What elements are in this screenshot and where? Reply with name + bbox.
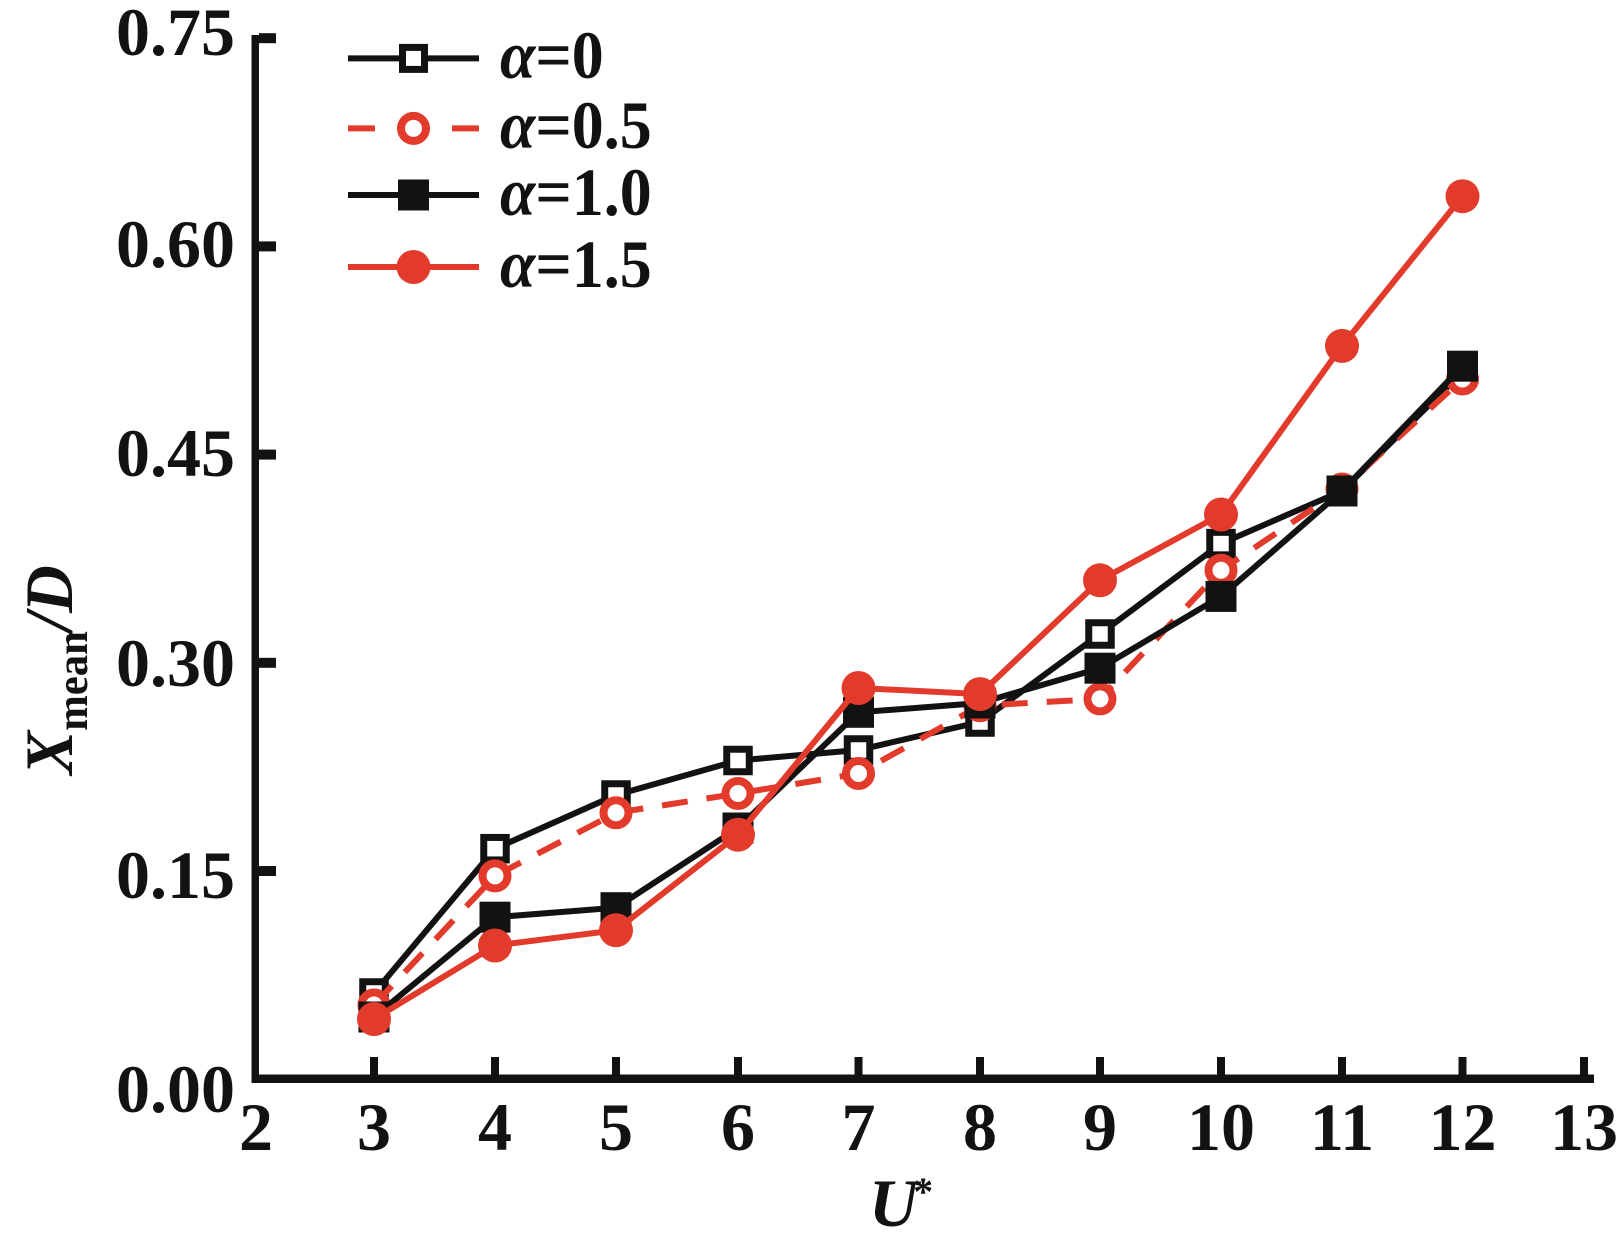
svg-text:0.60: 0.60	[116, 206, 235, 282]
svg-text:2: 2	[239, 1089, 273, 1165]
svg-text:7: 7	[842, 1089, 876, 1165]
svg-text:α=1.5: α=1.5	[500, 227, 652, 302]
svg-text:Xmean/D: Xmean/D	[12, 565, 97, 776]
svg-text:0.00: 0.00	[116, 1051, 235, 1127]
svg-text:α=1.0: α=1.0	[500, 155, 652, 230]
svg-text:13: 13	[1550, 1089, 1618, 1165]
svg-text:12: 12	[1429, 1089, 1497, 1165]
svg-text:U*: U*	[869, 1165, 933, 1240]
svg-text:8: 8	[963, 1089, 997, 1165]
svg-text:11: 11	[1310, 1089, 1374, 1165]
svg-text:0.15: 0.15	[116, 837, 235, 913]
svg-text:4: 4	[478, 1089, 512, 1165]
svg-text:3: 3	[357, 1089, 391, 1165]
svg-text:0.45: 0.45	[116, 415, 235, 491]
svg-text:0.30: 0.30	[116, 625, 235, 701]
svg-text:6: 6	[721, 1089, 755, 1165]
svg-text:10: 10	[1187, 1089, 1255, 1165]
svg-text:9: 9	[1083, 1089, 1117, 1165]
svg-text:α=0: α=0	[500, 18, 604, 93]
svg-text:5: 5	[599, 1089, 633, 1165]
svg-text:α=0.5: α=0.5	[500, 88, 652, 163]
svg-text:0.75: 0.75	[116, 0, 235, 70]
